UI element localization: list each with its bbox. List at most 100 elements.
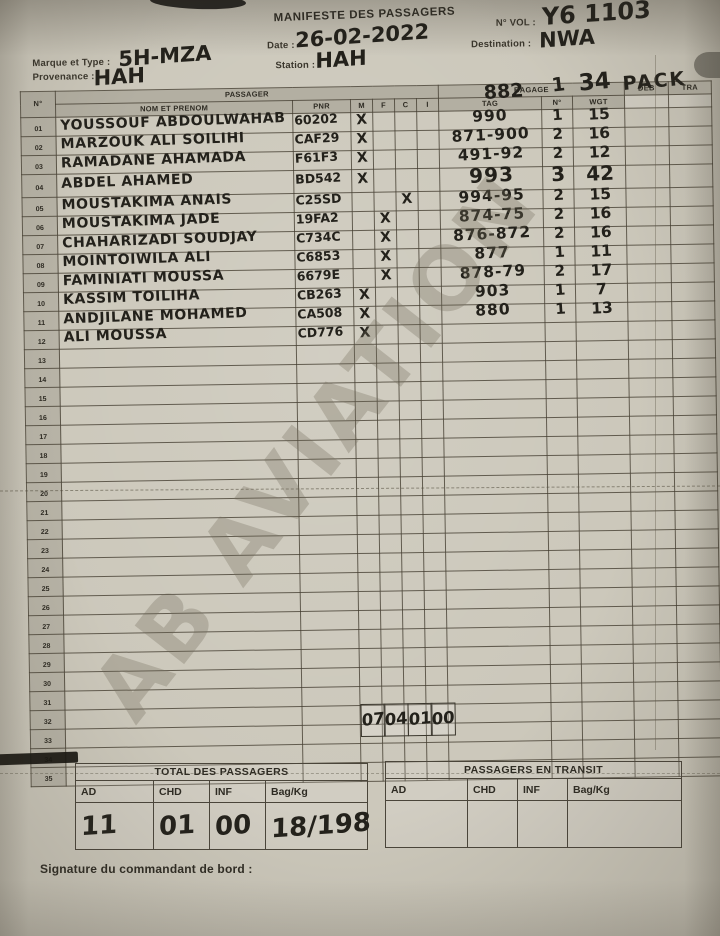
transit-header-bag: Bag/Kg: [566, 778, 683, 801]
cell-no: 26: [41, 604, 50, 613]
cell-name: KASSIM TOILIHA: [62, 287, 201, 308]
cell-no: 27: [42, 623, 51, 632]
cell-m: X: [355, 111, 368, 129]
cell-no: 04: [35, 184, 44, 193]
cell-no: 19: [39, 471, 48, 480]
cell-wgt: 16: [589, 203, 612, 223]
passenger-table: N° PASSAGER BAGAGE DEB TRA NOM ET PRENOM…: [19, 80, 720, 788]
cell-n: 1: [554, 299, 567, 319]
cell-pnr: 60202: [293, 110, 339, 128]
cell-name: ABDEL AHAMED: [60, 171, 194, 192]
cell-name: ALI MOUSSA: [63, 326, 168, 346]
cell-no: 32: [43, 718, 52, 727]
cell-n: 1: [553, 242, 566, 262]
cell-no: 10: [37, 300, 46, 309]
cell-no: 24: [41, 566, 50, 575]
header-written-tag: 882: [483, 79, 525, 105]
cell-no: 07: [36, 243, 45, 252]
cell-f: X: [379, 248, 392, 266]
cell-no: 06: [35, 224, 44, 233]
cell-wgt: 15: [588, 184, 612, 204]
cell-pnr: CAF29: [294, 129, 340, 147]
totals-inf-value: 00: [214, 809, 252, 843]
cell-m: X: [356, 170, 369, 188]
cell-no: 01: [34, 125, 43, 134]
tally-m: 07: [361, 708, 385, 731]
cell-n: 2: [552, 185, 565, 205]
totals-bag-value: 18/198: [270, 807, 372, 845]
cell-no: 14: [38, 376, 47, 385]
cell-wgt: 11: [589, 241, 613, 261]
tally-c: 01: [408, 708, 432, 730]
cell-no: 22: [40, 528, 49, 537]
date-label: Date :: [267, 39, 295, 52]
totals-table: TOTAL DES PASSAGERS AD CHD INF Bag/Kg 11…: [74, 763, 372, 850]
cell-m: X: [356, 149, 369, 167]
cell-m: X: [358, 286, 371, 304]
vol-label: N° VOL :: [495, 17, 536, 29]
cell-n: 2: [552, 143, 564, 163]
tally-box-m: 07: [360, 703, 386, 738]
col-header-f: F: [372, 98, 395, 113]
header-written-wgt: 34: [577, 67, 612, 97]
tally-box-i: 00: [430, 702, 457, 736]
tally-box-f: 04: [383, 703, 410, 737]
cell-no: 18: [39, 452, 48, 461]
col-header-i: I: [416, 98, 439, 112]
transit-header-inf: INF: [517, 778, 568, 801]
col-header-no: N°: [20, 91, 56, 118]
cell-pnr: 19FA2: [295, 209, 340, 227]
cell-no: 13: [38, 357, 46, 366]
photo-smudge-right: [694, 52, 720, 78]
sex-tally: 07 04 01 00: [360, 702, 457, 738]
vol-value: Y6 1103: [541, 0, 651, 31]
transit-header-chd: CHD: [467, 778, 518, 801]
cell-n: 2: [553, 261, 566, 281]
cell-no: 16: [38, 414, 47, 423]
cell-no: 21: [40, 509, 49, 518]
totals-header-ad: AD: [75, 780, 154, 803]
cell-f: X: [380, 267, 393, 285]
totals-chd-value: 01: [158, 809, 196, 843]
cell-no: 28: [42, 642, 51, 651]
cell-no: 23: [41, 547, 49, 556]
cell-no: 12: [37, 338, 46, 347]
cell-pnr: CB263: [296, 285, 343, 303]
cell-tag: 491-92: [457, 143, 525, 165]
cell-name: MOUSTAKIMA JADE: [61, 210, 221, 233]
cell-pnr: F61F3: [294, 148, 339, 166]
totals-ad-value: 11: [80, 809, 118, 843]
horizontal-fold-crease-lower: [0, 773, 720, 774]
cell-tag: 993: [468, 161, 515, 189]
cell-no: 31: [43, 699, 52, 708]
header-written-count: 1: [550, 73, 567, 97]
totals-header-chd: CHD: [153, 780, 210, 803]
cell-f: X: [379, 229, 392, 247]
cell-wgt: 12: [588, 142, 611, 162]
cell-no: 05: [35, 205, 44, 214]
cell-tag: 994-95: [457, 185, 526, 207]
cell-wgt: 15: [587, 104, 610, 124]
cell-no: 09: [36, 281, 45, 290]
cell-pnr: 6679E: [296, 266, 341, 284]
cell-no: 11: [37, 319, 46, 328]
cell-f: X: [379, 210, 392, 228]
cell-name: MOINTOIWILA ALI: [62, 248, 212, 271]
cell-tag: 878-79: [459, 261, 527, 283]
cell-no: 35: [44, 775, 53, 783]
cell-name: FAMINIATI MOUSSA: [62, 267, 225, 290]
cell-tag: 874-75: [458, 204, 526, 226]
cell-wgt: 7: [595, 279, 608, 299]
cell-n: 2: [551, 124, 564, 144]
cell-n: 1: [551, 105, 564, 125]
cell-no: 25: [41, 585, 50, 594]
station-label: Station :: [275, 59, 316, 72]
tally-f: 04: [385, 708, 409, 730]
cell-wgt: 16: [589, 222, 612, 242]
cell-no: 30: [43, 680, 52, 689]
cell-tag: 903: [474, 281, 512, 301]
cell-pnr: C734C: [295, 228, 341, 246]
signature-label: Signature du commandant de bord :: [40, 862, 253, 876]
cell-pnr: C6853: [296, 247, 341, 265]
cell-no: 20: [40, 490, 49, 499]
